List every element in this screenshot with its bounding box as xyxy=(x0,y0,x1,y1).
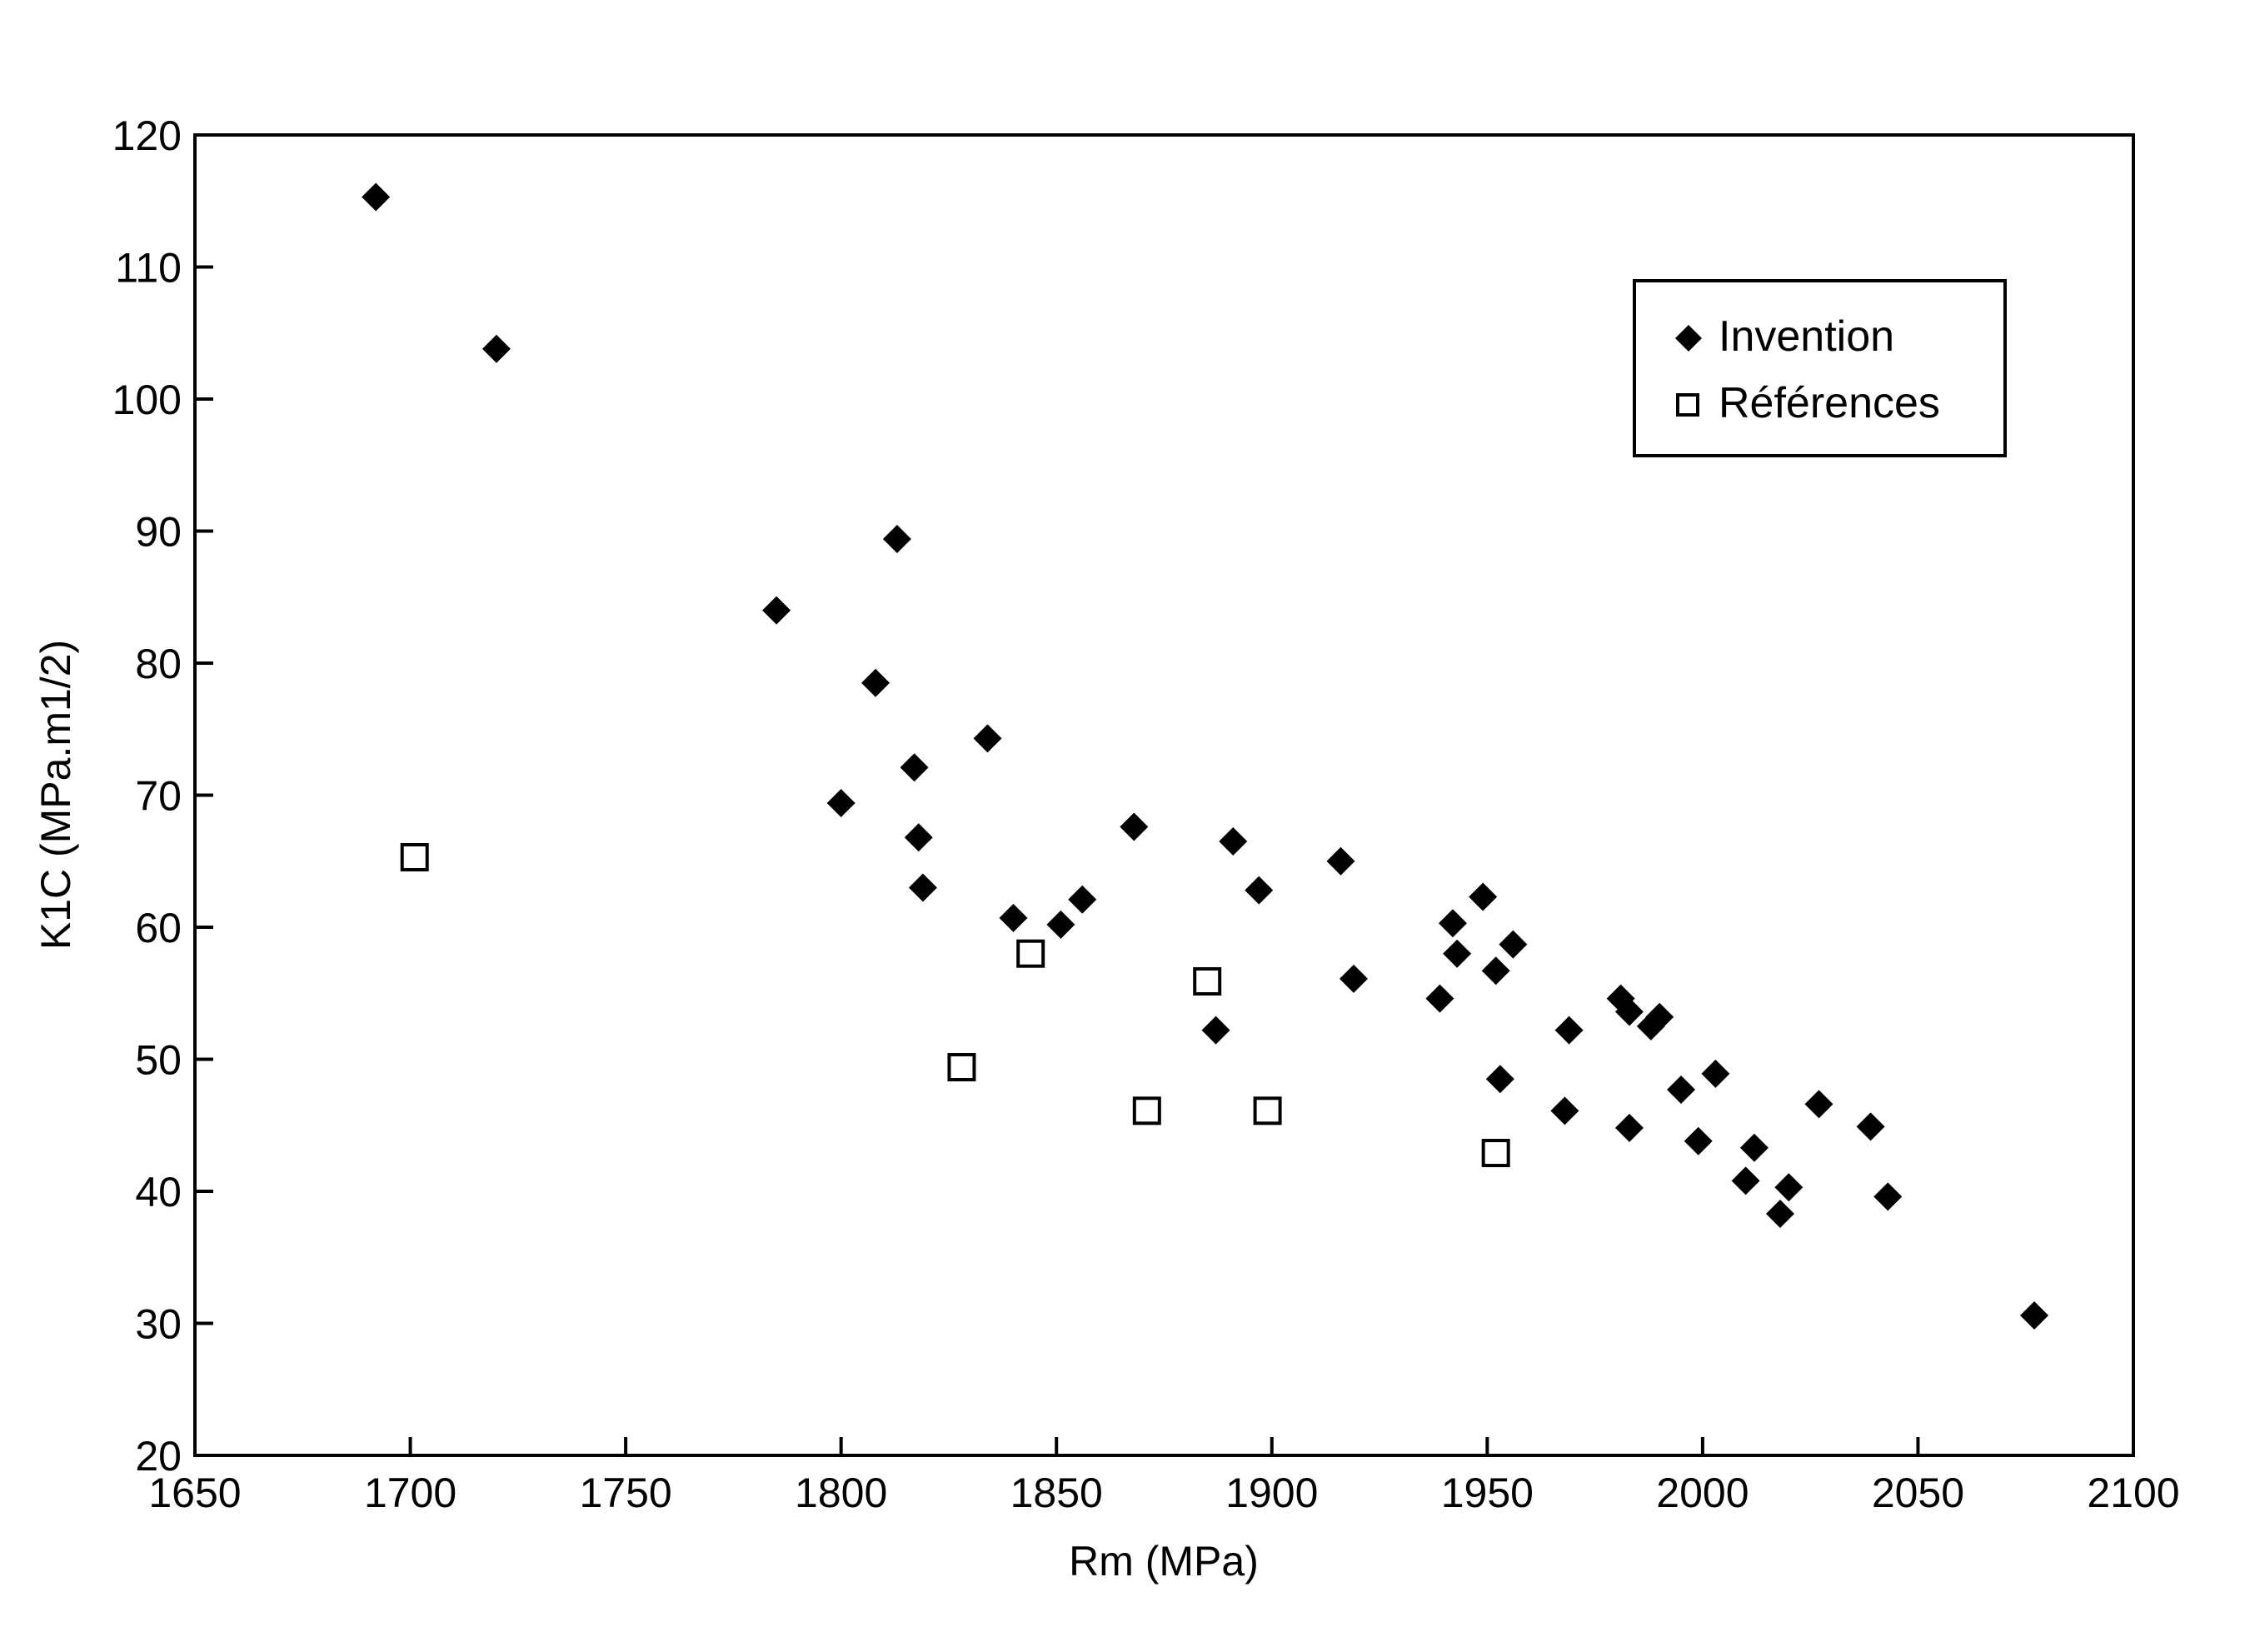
invention-point xyxy=(1219,826,1248,856)
reference-point xyxy=(400,842,429,871)
y-axis-ticks: 20 30 40 50 60 70 80 90 100 110 120 xyxy=(112,112,213,1480)
invention-point xyxy=(1804,1090,1833,1119)
y-tick-label: 40 xyxy=(135,1169,182,1215)
invention-point xyxy=(481,334,511,363)
legend-label-references: Références xyxy=(1719,379,1940,427)
invention-point xyxy=(1856,1112,1885,1141)
invention-point xyxy=(1684,1126,1713,1155)
y-tick-label: 60 xyxy=(135,905,182,951)
invention-point xyxy=(2020,1300,2049,1330)
invention-point xyxy=(1245,876,1274,905)
x-tick-label: 1900 xyxy=(1225,1470,1318,1516)
invention-point xyxy=(882,525,911,554)
invention-point xyxy=(1765,1199,1794,1228)
invention-point xyxy=(1873,1182,1903,1211)
x-tick-label: 2050 xyxy=(1872,1470,1964,1516)
invention-point xyxy=(1550,1096,1579,1125)
invention-point xyxy=(904,823,933,852)
invention-point xyxy=(1046,910,1075,939)
x-axis-ticks: 1650 1700 1750 1800 1850 1900 1950 2000 2050 2100 xyxy=(148,1437,2180,1516)
reference-point xyxy=(1253,1096,1282,1125)
invention-point xyxy=(1443,939,1472,968)
invention-point xyxy=(900,753,929,782)
invention-point xyxy=(861,668,891,697)
invention-point xyxy=(1469,882,1498,911)
invention-point xyxy=(762,596,791,625)
y-tick-label: 50 xyxy=(135,1037,182,1084)
invention-point xyxy=(999,903,1028,932)
x-axis-label: Rm (MPa) xyxy=(1069,1538,1259,1585)
x-tick-label: 1800 xyxy=(795,1470,887,1516)
x-tick-label: 2100 xyxy=(2087,1470,2179,1516)
invention-point xyxy=(1731,1166,1760,1195)
x-tick-label: 1650 xyxy=(148,1470,241,1516)
x-tick-label: 1700 xyxy=(364,1470,456,1516)
reference-point xyxy=(947,1053,976,1082)
invention-point xyxy=(1481,956,1510,986)
invention-point xyxy=(1645,1002,1674,1031)
y-tick-label: 30 xyxy=(135,1301,182,1348)
y-tick-label: 80 xyxy=(135,641,182,687)
y-axis-label: K1C (MPa.m1/2) xyxy=(32,640,79,950)
invention-point xyxy=(1499,930,1528,959)
reference-point xyxy=(1132,1096,1161,1125)
invention-point xyxy=(1614,1113,1644,1142)
y-tick-label: 100 xyxy=(112,377,182,423)
invention-point xyxy=(1614,997,1644,1026)
invention-point xyxy=(1120,812,1149,841)
invention-point xyxy=(908,873,937,902)
legend: Invention Références xyxy=(1633,279,2007,457)
invention-point xyxy=(973,724,1002,753)
legend-label-invention: Invention xyxy=(1719,312,1894,361)
invention-point xyxy=(1438,909,1467,938)
invention-point xyxy=(1667,1075,1696,1104)
y-tick-label: 120 xyxy=(112,112,182,159)
y-tick-label: 110 xyxy=(115,245,182,292)
y-tick-label: 20 xyxy=(135,1433,182,1480)
invention-point xyxy=(1201,1016,1230,1045)
y-tick-label: 90 xyxy=(135,509,182,556)
invention-point xyxy=(1326,846,1355,876)
invention-point xyxy=(1068,885,1097,914)
invention-point xyxy=(826,789,856,818)
plot-area-frame xyxy=(193,133,2135,1457)
legend-marker-invention xyxy=(1675,325,1702,352)
legend-marker-references xyxy=(1676,393,1699,417)
reference-point xyxy=(1481,1139,1510,1168)
invention-point xyxy=(1701,1059,1730,1088)
x-tick-label: 1950 xyxy=(1441,1470,1534,1516)
invention-point xyxy=(1340,964,1369,993)
invention-point xyxy=(362,182,391,212)
y-tick-label: 70 xyxy=(135,773,182,820)
x-tick-label: 1850 xyxy=(1010,1470,1103,1516)
invention-point xyxy=(1739,1133,1769,1162)
reference-point xyxy=(1016,939,1045,968)
invention-point xyxy=(1485,1065,1514,1094)
legend-box xyxy=(1633,279,2007,457)
x-tick-label: 2000 xyxy=(1656,1470,1749,1516)
x-tick-label: 1750 xyxy=(579,1470,671,1516)
invention-point xyxy=(1774,1173,1803,1202)
invention-point xyxy=(1554,1016,1584,1045)
invention-point xyxy=(1425,984,1454,1013)
reference-point xyxy=(1193,966,1222,996)
data-points xyxy=(362,182,2049,1330)
